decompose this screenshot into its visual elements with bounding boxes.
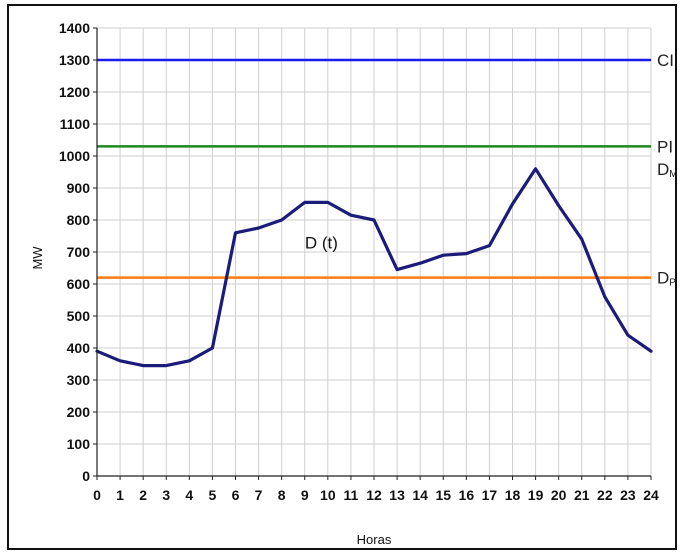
y-tick-label: 600: [67, 276, 91, 292]
y-tick-label: 1400: [59, 20, 90, 36]
x-tick-label: 2: [139, 487, 147, 503]
x-tick-label: 16: [459, 487, 475, 503]
x-tick-label: 24: [643, 487, 659, 503]
y-tick-label: 1300: [59, 52, 90, 68]
y-tick-label: 200: [67, 404, 91, 420]
y-tick-label: 1100: [60, 116, 91, 132]
x-tick-label: 20: [551, 487, 567, 503]
x-tick-label: 14: [412, 487, 428, 503]
x-tick-label: 13: [389, 487, 405, 503]
x-tick-label: 15: [435, 487, 451, 503]
reference-lines: [97, 58, 651, 279]
y-tick-label: 900: [67, 180, 91, 196]
reference-label-dp: DP: [657, 269, 676, 289]
y-tick-label: 800: [67, 212, 91, 228]
reference-label-pi: PI: [657, 137, 673, 156]
reference-labels: CI PI DM DP: [657, 51, 678, 289]
y-axis-label: MW: [30, 246, 45, 270]
x-tick-label: 22: [597, 487, 613, 503]
y-tick-label: 0: [82, 468, 90, 484]
series-annotation: D (t): [305, 233, 338, 252]
series-line-demand: [95, 167, 653, 368]
x-tick-label: 9: [301, 487, 309, 503]
x-tick-label: 5: [209, 487, 217, 503]
x-tick-label: 18: [505, 487, 521, 503]
x-axis-label: Horas: [357, 532, 392, 547]
x-tick-labels: 0 1 2 3 4 5 6 7 8 9 10 11 12 13 14 15 16 17 18 19 20 21 22 23 24: [93, 487, 659, 503]
y-tick-label: 1200: [59, 84, 90, 100]
x-tick-label: 7: [255, 487, 263, 503]
x-tick-label: 0: [93, 487, 101, 503]
x-tick-label: 3: [162, 487, 170, 503]
x-tick-label: 6: [232, 487, 240, 503]
y-tick-label: 400: [67, 340, 91, 356]
x-tick-label: 10: [320, 487, 336, 503]
x-tick-label: 1: [116, 487, 124, 503]
x-tick-label: 4: [185, 487, 193, 503]
y-tick-label: 300: [67, 372, 91, 388]
series-layer: [95, 167, 653, 368]
x-tick-label: 12: [366, 487, 382, 503]
y-tick-label: 100: [67, 436, 91, 452]
y-tick-label: 700: [67, 244, 91, 260]
y-tick-label: 1000: [59, 148, 90, 164]
x-tick-label: 23: [620, 487, 636, 503]
x-tick-label: 11: [344, 487, 359, 503]
y-tick-labels: 0 100 200 300 400 500 600 700 800 900 1000 1100 1200…: [59, 20, 90, 484]
x-tick-label: 17: [482, 487, 498, 503]
x-tick-label: 8: [278, 487, 286, 503]
reference-label-dm: DM: [657, 160, 678, 180]
grid: [96, 27, 652, 477]
x-tick-label: 19: [528, 487, 544, 503]
y-tick-label: 500: [67, 308, 91, 324]
x-tick-label: 21: [574, 487, 590, 503]
reference-label-ci: CI: [657, 51, 674, 70]
axes: [93, 27, 652, 480]
